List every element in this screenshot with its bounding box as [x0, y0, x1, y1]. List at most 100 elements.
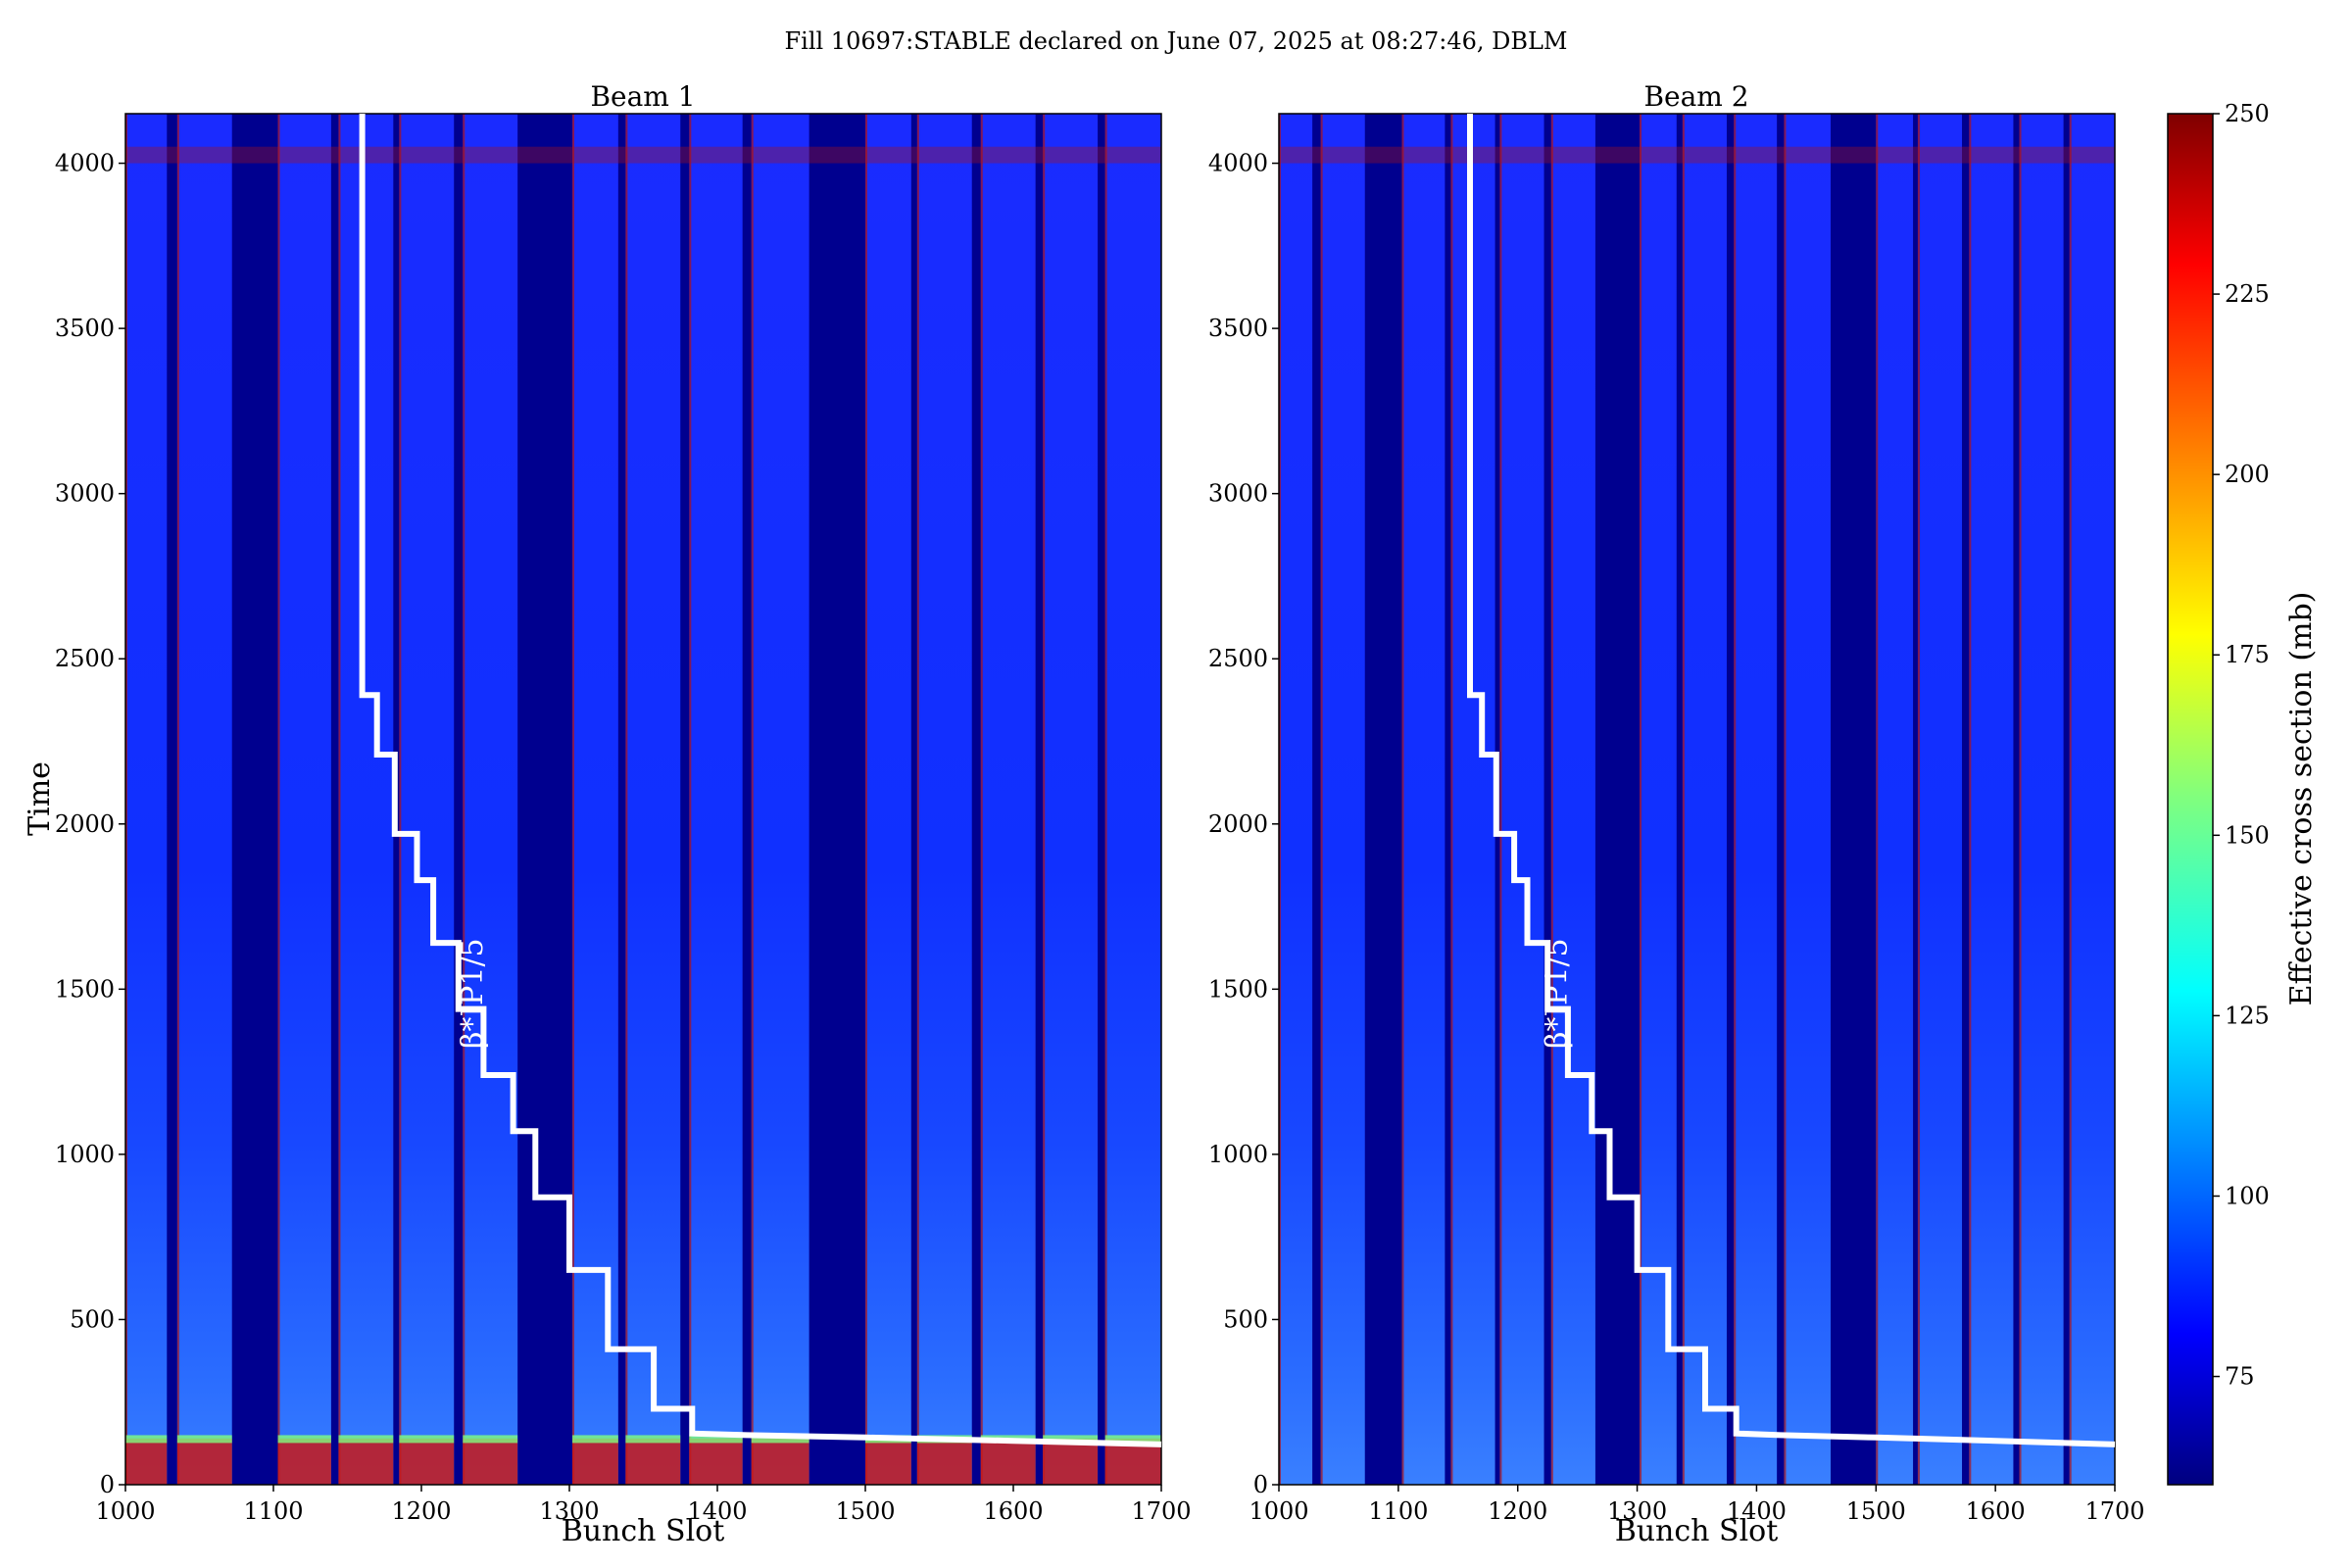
train-edge — [1734, 114, 1737, 1485]
x-tick-label: 1500 — [835, 1497, 895, 1525]
hotspot-edge — [1104, 1435, 1161, 1444]
x-tick-label: 1100 — [243, 1497, 303, 1525]
low-time-hotspot — [751, 1438, 809, 1485]
train-edge — [1917, 114, 1920, 1485]
y-tick-label: 3000 — [55, 480, 115, 508]
y-tick-label: 3000 — [1208, 480, 1268, 508]
bunch-train — [1917, 114, 1963, 1485]
y-tick-label: 1000 — [55, 1141, 115, 1168]
bunch-train — [865, 114, 911, 1485]
beta-star-label: β*IP1/5 — [1541, 938, 1575, 1049]
train-edge — [1401, 114, 1404, 1485]
train-edge — [277, 114, 280, 1485]
colorbar-tick-label: 175 — [2225, 641, 2270, 668]
y-tick-label: 2500 — [55, 645, 115, 672]
top-band — [1279, 146, 2115, 164]
y-tick-label: 2500 — [1208, 645, 1268, 672]
hotspot-edge — [463, 1435, 518, 1444]
plot-frame — [124, 113, 1162, 1486]
beta-star-line — [359, 114, 1162, 1447]
y-tick-label: 3500 — [1208, 315, 1268, 342]
y-tick-label: 0 — [100, 1471, 115, 1498]
colorbar-gradient — [2167, 113, 2214, 1486]
bunch-train — [1784, 114, 1831, 1485]
train-edge — [1550, 114, 1553, 1485]
train-edge — [1640, 114, 1642, 1485]
bunch-train — [980, 114, 1036, 1485]
bunch-train — [1734, 114, 1778, 1485]
low-time-hotspot — [125, 1438, 168, 1485]
figure-title: Fill 10697:STABLE declared on June 07, 2… — [784, 27, 1567, 55]
low-time-hotspot — [338, 1438, 394, 1485]
x-tick-label: 1000 — [1249, 1497, 1308, 1525]
train-edge — [176, 114, 179, 1485]
x-tick-label: 1200 — [391, 1497, 451, 1525]
low-time-hotspot — [980, 1438, 1036, 1485]
hotspot-edge — [125, 1435, 168, 1444]
x-tick-label: 1400 — [1727, 1497, 1787, 1525]
bunch-train — [572, 114, 618, 1485]
train-edge — [1279, 114, 1281, 1485]
train-edge — [1450, 114, 1453, 1485]
heatmap-area: β*IP1/5 1000 1100 1200 1300 1400 1500 1600 1700 0… — [1208, 113, 2145, 1525]
colorbar-tick-label: 200 — [2225, 461, 2270, 488]
hotspot-edge — [689, 1435, 743, 1444]
low-time-hotspot — [176, 1438, 232, 1485]
x-tick-label: 1300 — [1607, 1497, 1667, 1525]
top-band — [125, 146, 1161, 164]
train-edge — [916, 114, 919, 1485]
low-time-hotspot — [865, 1438, 911, 1485]
y-tick-label: 500 — [1223, 1305, 1268, 1333]
bunch-train — [1043, 114, 1099, 1485]
hotspot-edge — [399, 1435, 455, 1444]
bunch-train — [338, 114, 394, 1485]
train-edge — [2019, 114, 2022, 1485]
train-edge — [125, 114, 127, 1485]
y-tick-label: 3500 — [55, 315, 115, 342]
bunch-train — [1279, 114, 1313, 1485]
train-edge — [689, 114, 692, 1485]
x-tick-label: 1400 — [687, 1497, 747, 1525]
y-tick-label: 1000 — [1208, 1141, 1268, 1168]
train-edge — [572, 114, 575, 1485]
hotspot-edge — [176, 1435, 232, 1444]
train-edge — [1043, 114, 1046, 1485]
colorbar-tick-label: 75 — [2225, 1363, 2255, 1391]
colorbar-tick-label: 125 — [2225, 1002, 2270, 1029]
bunch-train — [1550, 114, 1595, 1485]
colorbar-tick-label: 100 — [2225, 1182, 2270, 1209]
colorbar: 75 100 125 150 175 200 225 250 Effective cross … — [2167, 100, 2319, 1486]
train-edge — [338, 114, 341, 1485]
train-edge — [1499, 114, 1502, 1485]
y-tick-label: 1500 — [1208, 975, 1268, 1003]
train-edge — [865, 114, 867, 1485]
x-tick-label: 1700 — [2084, 1497, 2144, 1525]
bunch-train — [176, 114, 232, 1485]
bunch-train — [625, 114, 681, 1485]
train-edge — [1320, 114, 1323, 1485]
x-axis-label: Bunch Slot — [1615, 1514, 1779, 1548]
train-edge — [399, 114, 402, 1485]
panel-title: Beam 1 — [590, 80, 695, 113]
train-edge — [625, 114, 628, 1485]
hotspot-edge — [572, 1435, 618, 1444]
colorbar-tick-label: 250 — [2225, 100, 2270, 127]
low-time-hotspot — [625, 1438, 681, 1485]
bunch-train — [1640, 114, 1677, 1485]
y-tick-label: 4000 — [1208, 150, 1268, 177]
bunch-train — [1320, 114, 1365, 1485]
bunch-train — [1401, 114, 1446, 1485]
low-time-hotspot — [1043, 1438, 1099, 1485]
bunch-train — [399, 114, 455, 1485]
x-tick-label: 1600 — [983, 1497, 1043, 1525]
train-edge — [1682, 114, 1685, 1485]
x-tick-label: 1200 — [1488, 1497, 1547, 1525]
low-time-hotspot — [463, 1438, 518, 1485]
hotspot-edge — [338, 1435, 394, 1444]
bunch-train — [277, 114, 331, 1485]
x-tick-label: 1100 — [1368, 1497, 1428, 1525]
bunch-train — [2069, 114, 2115, 1485]
train-edge — [980, 114, 983, 1485]
y-tick-label: 2000 — [55, 810, 115, 838]
